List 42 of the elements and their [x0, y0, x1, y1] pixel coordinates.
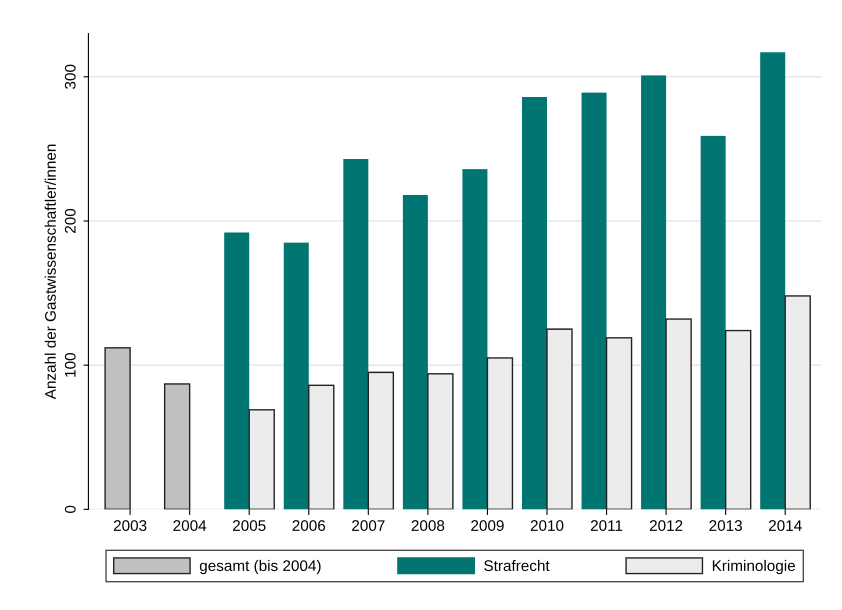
- y-tick-label: 300: [64, 64, 76, 89]
- legend-label: Strafrecht: [484, 560, 550, 572]
- y-tick-label: 100: [64, 353, 76, 377]
- y-tick-label: 200: [64, 208, 76, 233]
- bar: [284, 242, 309, 510]
- bar: [522, 96, 547, 510]
- x-tick-label: 2013: [709, 520, 742, 531]
- legend-label: Kriminologie: [712, 560, 796, 574]
- bar: [308, 384, 334, 510]
- x-tick-label: 2011: [590, 520, 622, 531]
- x-tick-label: 2009: [471, 520, 504, 531]
- bar: [248, 409, 275, 510]
- bar: [224, 232, 250, 510]
- x-tick-label: 2014: [768, 520, 802, 531]
- y-tick-label: 0: [64, 506, 76, 513]
- bar: [368, 372, 394, 510]
- bar: [700, 136, 726, 510]
- x-tick-label: 2012: [650, 520, 682, 531]
- bar: [164, 383, 190, 510]
- x-tick-label: 2005: [232, 520, 266, 531]
- x-tick-label: 2006: [292, 520, 326, 531]
- x-tick-label: 2004: [173, 520, 206, 531]
- bar: [486, 357, 514, 510]
- bar: [760, 52, 786, 510]
- bar: [724, 330, 752, 510]
- bar: [462, 169, 488, 510]
- bar: [784, 295, 811, 510]
- bar: [343, 158, 368, 510]
- bar: [665, 318, 692, 510]
- bar: [427, 373, 454, 510]
- bar: [402, 195, 428, 510]
- x-tick-label: 2007: [352, 520, 385, 531]
- y-axis-title: Anzahl der Gastwissenschaftler/innen: [44, 144, 56, 400]
- bar: [641, 75, 666, 510]
- bar: [104, 347, 131, 510]
- x-tick-label: 2010: [530, 520, 564, 531]
- x-tick-label: 2003: [114, 520, 146, 531]
- x-tick-label: 2008: [412, 520, 444, 531]
- bar: [606, 337, 632, 510]
- legend-label: gesamt (bis 2004): [200, 560, 321, 574]
- bar: [582, 92, 607, 510]
- bar: [546, 328, 573, 510]
